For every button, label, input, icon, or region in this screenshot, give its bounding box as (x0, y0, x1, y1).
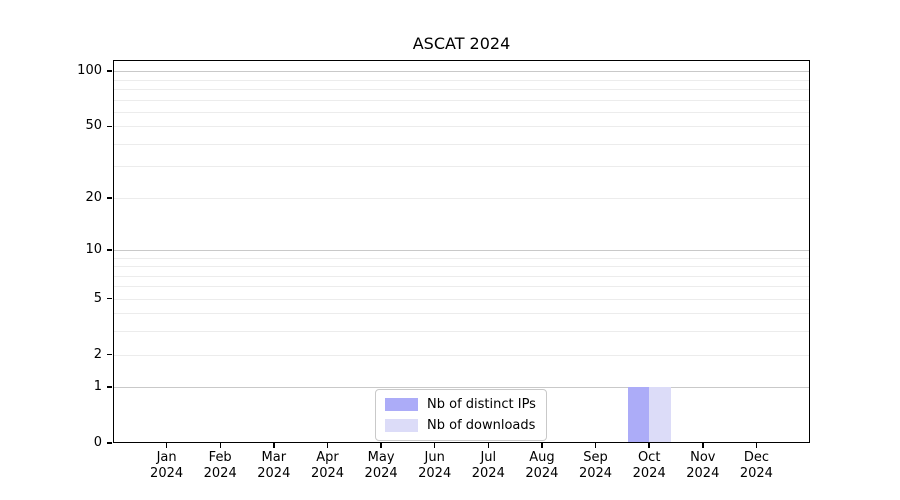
y-tick-label: 100 (77, 63, 102, 79)
x-tick-label: Feb 2024 (204, 450, 237, 482)
major-gridline (113, 387, 810, 389)
x-tick-mark (594, 443, 597, 448)
x-tick-label: Apr 2024 (311, 450, 344, 482)
minor-gridline (113, 126, 810, 128)
minor-gridline (113, 275, 810, 277)
x-tick-label-year: 2024 (578, 466, 613, 481)
x-tick-label-month: Feb (208, 450, 232, 465)
legend-item-downloads: Nb of downloads (385, 417, 536, 434)
x-tick-label-month: Jun (424, 450, 445, 465)
x-tick-label: Sep 2024 (579, 450, 612, 482)
x-tick-label-month: Jul (480, 450, 497, 465)
x-tick-label-year: 2024 (739, 466, 773, 481)
minor-gridline (113, 354, 810, 356)
x-tick-label-year: 2024 (632, 466, 666, 481)
minor-gridline (113, 166, 810, 168)
legend-swatch-downloads-icon (385, 419, 418, 432)
x-tick-label: Aug 2024 (525, 450, 558, 482)
y-tick-mark (107, 442, 112, 444)
x-tick-label-year: 2024 (150, 466, 184, 481)
x-tick-mark (165, 443, 168, 448)
major-gridline (113, 249, 810, 251)
x-tick-label: Oct 2024 (633, 450, 666, 482)
x-tick-label-month: Apr (316, 450, 339, 465)
y-tick-label: 2 (93, 346, 102, 362)
minor-gridline (113, 286, 810, 288)
x-tick-label: Jul 2024 (472, 450, 505, 482)
minor-gridline (113, 257, 810, 259)
bar-distinct-ips (627, 387, 650, 443)
x-tick-mark (541, 443, 543, 448)
minor-gridline (113, 298, 810, 300)
plot-area: Nb of distinct IPs Nb of downloads (113, 60, 810, 443)
minor-gridline (113, 99, 810, 101)
x-tick-label-year: 2024 (310, 466, 345, 481)
y-tick-label: 0 (93, 435, 102, 450)
y-tick-label: 1 (93, 379, 102, 395)
y-tick-mark (107, 386, 112, 388)
legend: Nb of distinct IPs Nb of downloads (375, 389, 547, 441)
legend-label-downloads: Nb of downloads (427, 418, 536, 433)
y-tick-label: 50 (85, 118, 102, 134)
x-tick-mark (487, 443, 490, 448)
x-tick-label-year: 2024 (471, 466, 505, 481)
y-tick-mark (107, 249, 112, 251)
x-tick-mark (273, 443, 275, 448)
x-tick-label-year: 2024 (686, 466, 720, 481)
x-tick-mark (433, 443, 436, 448)
x-tick-mark (380, 443, 382, 448)
legend-swatch-distinct-ips-icon (385, 398, 418, 411)
chart-title: ASCAT 2024 (412, 34, 511, 53)
x-tick-mark (219, 443, 221, 448)
x-tick-label-month: May (367, 450, 395, 465)
x-tick-label: Mar 2024 (257, 450, 290, 482)
x-tick-label: Nov 2024 (686, 450, 719, 482)
minor-gridline (113, 266, 810, 267)
legend-item-distinct-ips: Nb of distinct IPs (385, 396, 536, 413)
bar-downloads (649, 387, 671, 443)
x-tick-mark (702, 443, 704, 448)
y-tick-mark (107, 297, 112, 300)
x-tick-label: Jun 2024 (418, 450, 451, 482)
x-tick-label-year: 2024 (525, 466, 559, 481)
x-tick-mark (755, 443, 758, 448)
x-tick-label-year: 2024 (418, 466, 452, 481)
x-tick-label: Jan 2024 (150, 450, 183, 482)
minor-gridline (113, 313, 810, 315)
y-tick-label: 10 (85, 241, 102, 257)
x-tick-mark (326, 443, 329, 448)
x-tick-label-month: Mar (261, 450, 287, 465)
x-tick-label: May 2024 (365, 450, 398, 482)
axes-spines (113, 60, 810, 443)
y-tick-mark (107, 197, 112, 199)
y-tick-label: 20 (85, 189, 102, 205)
x-tick-label-month: Jan (156, 450, 177, 465)
x-tick-label-month: Aug (529, 450, 555, 465)
minor-gridline (113, 143, 810, 145)
minor-gridline (113, 88, 810, 90)
x-tick-mark (648, 443, 650, 448)
y-tick-mark (107, 70, 112, 72)
x-tick-label-month: Sep (583, 450, 608, 465)
minor-gridline (113, 331, 810, 333)
y-tick-mark (107, 353, 112, 356)
x-tick-label-year: 2024 (257, 466, 291, 481)
legend-label-distinct-ips: Nb of distinct IPs (427, 397, 536, 412)
minor-gridline (113, 197, 810, 199)
y-tick-label: 5 (93, 290, 102, 306)
x-tick-label-month: Oct (637, 450, 661, 465)
y-tick-mark (107, 125, 112, 127)
minor-gridline (113, 111, 810, 113)
x-tick-label-year: 2024 (203, 466, 237, 481)
x-tick-label-month: Nov (690, 450, 716, 465)
x-tick-label-month: Dec (743, 450, 769, 465)
x-tick-label: Dec 2024 (740, 450, 773, 482)
major-gridline (113, 71, 810, 73)
x-tick-label-year: 2024 (364, 466, 398, 481)
minor-gridline (113, 79, 810, 81)
